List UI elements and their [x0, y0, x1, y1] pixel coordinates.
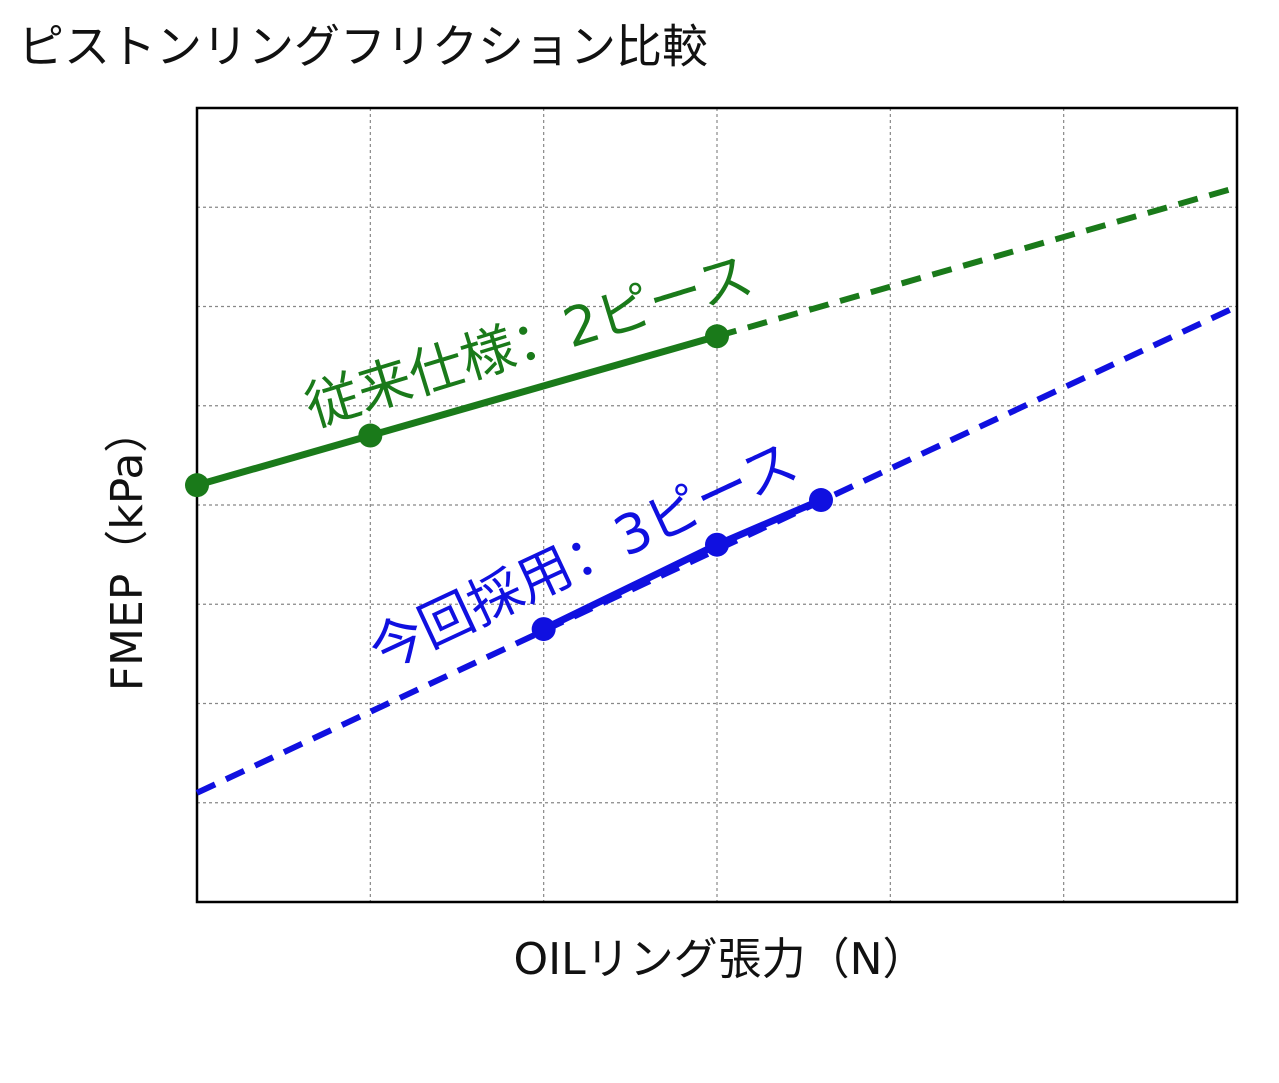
series-label: 今回採用：3ピース [360, 430, 807, 683]
data-point [358, 423, 383, 448]
x-axis-title: OILリング張力（N） [513, 934, 926, 985]
data-point [531, 617, 556, 642]
data-point [705, 324, 729, 349]
data-point [705, 532, 729, 557]
chart-title: ピストンリングフリクション比較 [18, 20, 708, 74]
data-point [809, 488, 833, 513]
plot-frame [195, 106, 1239, 904]
data-point [185, 473, 209, 498]
trend-line [716, 184, 1238, 340]
y-axis-title: FMEP（kPa） [102, 409, 153, 692]
